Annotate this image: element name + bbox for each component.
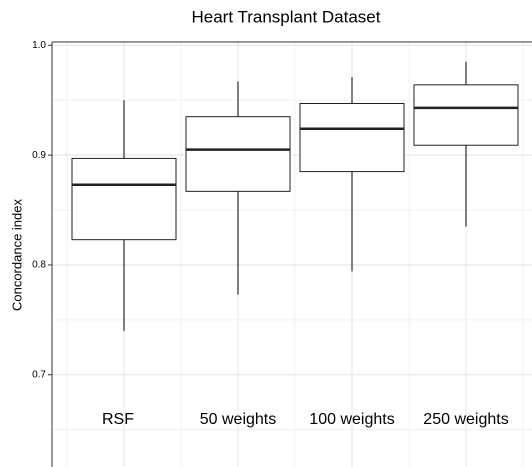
category-label: 250 weights: [423, 411, 508, 428]
box: [71, 157, 177, 241]
box: [299, 102, 405, 173]
y-tick-label: 1.0: [32, 40, 46, 51]
box: [185, 116, 291, 192]
box: [413, 84, 519, 146]
chart-title: Heart Transplant Dataset: [192, 7, 381, 26]
y-tick-label: 0.9: [32, 150, 46, 161]
y-tick-label: 0.8: [32, 260, 46, 271]
category-label: 50 weights: [200, 411, 277, 428]
y-tick-label: 0.7: [32, 369, 46, 380]
category-label: 100 weights: [309, 411, 394, 428]
y-axis-label: Concordance index: [9, 198, 24, 311]
category-label: RSF: [102, 411, 134, 428]
